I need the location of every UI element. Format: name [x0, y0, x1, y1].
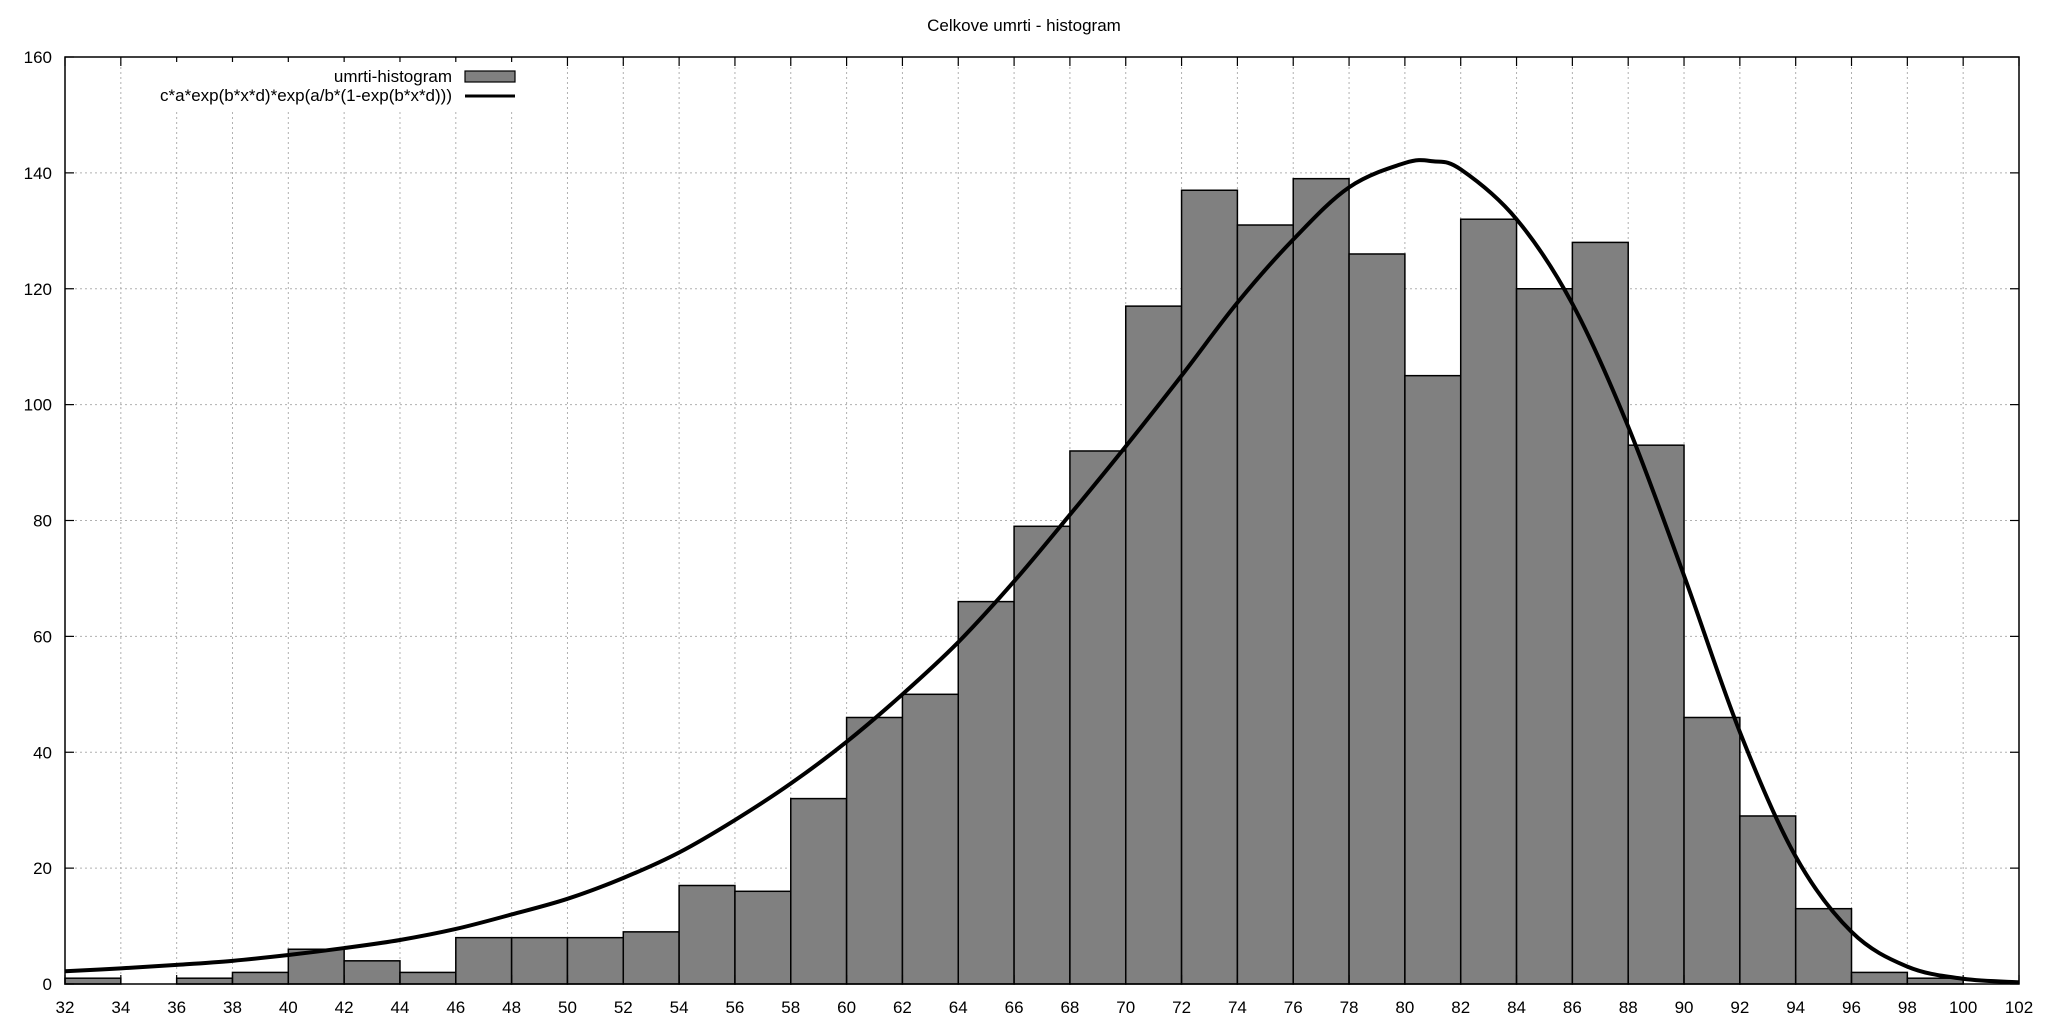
x-tick-label: 102	[2005, 998, 2033, 1017]
x-tick-label: 58	[781, 998, 800, 1017]
y-tick-label: 80	[33, 512, 52, 531]
histogram-bar	[566, 936, 625, 985]
y-tick-label: 0	[43, 975, 52, 994]
legend-background	[150, 62, 525, 110]
histogram-bar	[1069, 450, 1127, 985]
histogram-bar	[957, 600, 1015, 985]
histogram-bar	[1459, 218, 1518, 985]
x-tick-label: 76	[1284, 998, 1303, 1017]
y-tick-label: 20	[33, 859, 52, 878]
histogram-bar	[1683, 716, 1741, 985]
histogram-bar	[231, 971, 290, 985]
x-tick-label: 88	[1619, 998, 1638, 1017]
y-tick-label: 40	[33, 743, 52, 762]
x-tick-label: 84	[1507, 998, 1526, 1017]
x-tick-label: 44	[391, 998, 410, 1017]
x-tick-label: 38	[223, 998, 242, 1017]
y-tick-label: 140	[24, 164, 52, 183]
histogram-bar	[510, 936, 569, 985]
histogram-bar	[1515, 288, 1574, 985]
fit-curve-line	[64, 158, 2020, 985]
histogram-bar	[1404, 374, 1462, 985]
x-tick-label: 96	[1842, 998, 1861, 1017]
legend-label-histogram: umrti-histogram	[334, 67, 452, 86]
histogram-bar	[1236, 224, 1294, 985]
x-tick-label: 94	[1786, 998, 1805, 1017]
x-tick-label: 56	[725, 998, 744, 1017]
x-tick-label: 52	[614, 998, 633, 1017]
x-tick-label: 66	[1005, 998, 1024, 1017]
x-tick-label: 54	[670, 998, 689, 1017]
x-axis-ticks: 32 34 36 38 40 42 44 46 48 50 52 54 56 58 60 62 64 66 68 70…	[56, 57, 2033, 1017]
histogram-bar	[399, 971, 457, 985]
x-tick-label: 92	[1730, 998, 1749, 1017]
histogram-bar	[678, 884, 736, 985]
histogram-bar	[790, 797, 848, 985]
histogram-bar	[64, 977, 122, 985]
x-tick-label: 32	[56, 998, 75, 1017]
histogram-bar	[1850, 971, 1909, 985]
x-tick-label: 74	[1228, 998, 1247, 1017]
histogram-bar	[1124, 305, 1183, 985]
histogram-bar	[845, 716, 904, 985]
x-tick-label: 86	[1563, 998, 1582, 1017]
x-tick-label: 98	[1898, 998, 1917, 1017]
y-axis-ticks: 0 20 40 60 80 100 120 140 160	[24, 48, 2019, 994]
x-tick-label: 72	[1172, 998, 1191, 1017]
x-tick-label: 64	[949, 998, 968, 1017]
histogram-bar	[1794, 907, 1853, 985]
histogram-bar	[1348, 253, 1406, 985]
legend-label-fit-curve: c*a*exp(b*x*d)*exp(a/b*(1-exp(b*x*d)))	[160, 86, 452, 105]
x-tick-label: 80	[1395, 998, 1414, 1017]
x-tick-label: 78	[1340, 998, 1359, 1017]
x-tick-label: 42	[335, 998, 354, 1017]
x-tick-label: 62	[893, 998, 912, 1017]
histogram-bar	[1013, 525, 1071, 985]
x-tick-label: 70	[1116, 998, 1135, 1017]
x-tick-label: 50	[558, 998, 577, 1017]
histogram-bar	[1292, 177, 1350, 985]
chart-title: Celkove umrti - histogram	[927, 16, 1121, 35]
legend-swatch-histogram	[464, 70, 516, 83]
histogram-bar	[622, 931, 680, 985]
histogram-bar	[1627, 444, 1685, 985]
x-tick-label: 46	[446, 998, 465, 1017]
x-tick-label: 36	[167, 998, 186, 1017]
x-tick-label: 68	[1060, 998, 1079, 1017]
histogram-bar	[901, 693, 960, 985]
legend: umrti-histogram c*a*exp(b*x*d)*exp(a/b*(…	[150, 62, 525, 110]
histogram-bar	[1571, 241, 1629, 985]
histogram-bars	[64, 177, 1964, 985]
y-tick-label: 160	[24, 48, 52, 67]
x-tick-label: 100	[1949, 998, 1977, 1017]
y-tick-label: 100	[24, 396, 52, 415]
y-tick-label: 60	[33, 627, 52, 646]
histogram-bar	[175, 977, 234, 985]
x-tick-label: 60	[837, 998, 856, 1017]
histogram-bar	[455, 936, 513, 985]
x-tick-label: 90	[1675, 998, 1694, 1017]
fit-curve-layer	[64, 158, 2020, 985]
x-tick-label: 34	[111, 998, 130, 1017]
histogram-bar	[343, 960, 401, 985]
histogram-bar	[734, 890, 792, 985]
x-tick-label: 82	[1451, 998, 1470, 1017]
x-tick-label: 40	[279, 998, 298, 1017]
y-tick-label: 120	[24, 280, 52, 299]
histogram-bar	[1180, 189, 1239, 985]
x-tick-label: 48	[502, 998, 521, 1017]
